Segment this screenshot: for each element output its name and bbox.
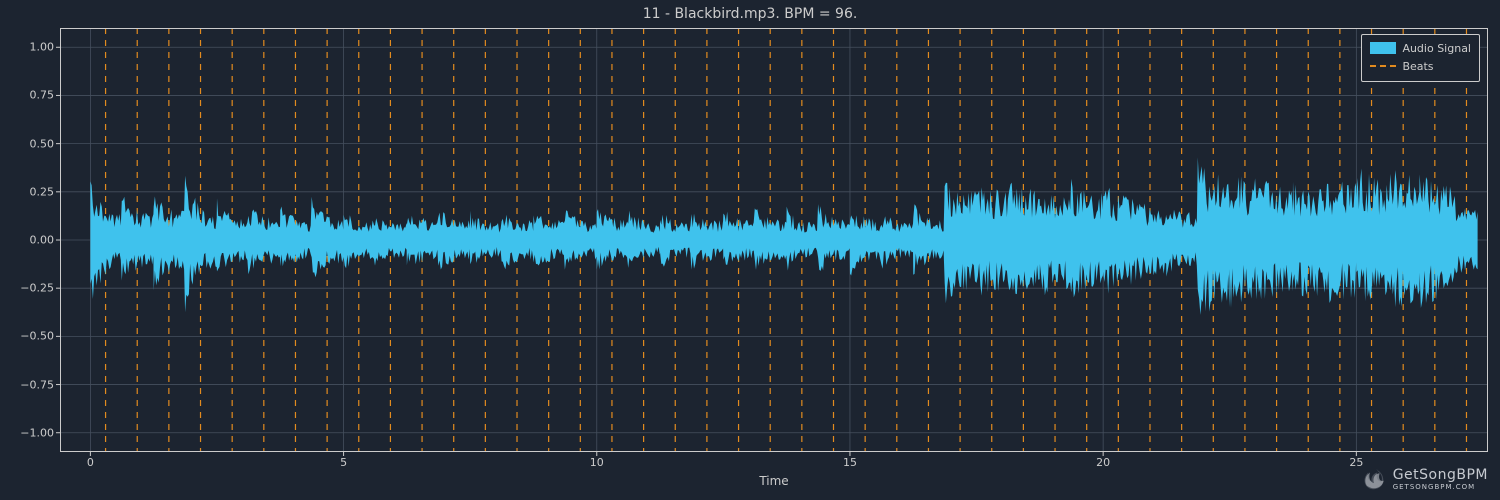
watermark-line2: GETSONGBPM.COM (1393, 484, 1488, 491)
watermark-logo-icon (1361, 466, 1387, 492)
x-tick-label: 5 (340, 452, 347, 469)
legend-patch-icon (1370, 42, 1396, 54)
x-tick-label: 0 (87, 452, 94, 469)
legend-item: Audio Signal (1370, 39, 1471, 57)
waveform-figure: 11 - Blackbird.mp3. BPM = 96. Time Audio… (0, 0, 1500, 500)
y-tick-label: 0.00 (30, 234, 61, 247)
y-tick-label: 0.75 (30, 89, 61, 102)
legend: Audio Signal Beats (1361, 34, 1480, 82)
plot-svg (60, 28, 1488, 452)
y-tick-label: 1.00 (30, 41, 61, 54)
plot-area: Time Audio SignalBeats −1.00−0.75−0.50−0… (60, 28, 1488, 452)
y-tick-label: 0.25 (30, 185, 61, 198)
x-tick-label: 20 (1096, 452, 1110, 469)
y-tick-label: −0.75 (20, 378, 60, 391)
x-tick-label: 10 (590, 452, 604, 469)
legend-item: Beats (1370, 57, 1471, 75)
legend-label: Beats (1402, 60, 1433, 73)
x-axis-label: Time (759, 452, 788, 488)
chart-title: 11 - Blackbird.mp3. BPM = 96. (0, 6, 1500, 22)
y-tick-label: −1.00 (20, 426, 60, 439)
y-tick-label: −0.50 (20, 330, 60, 343)
y-tick-label: 0.50 (30, 137, 61, 150)
x-tick-label: 15 (843, 452, 857, 469)
legend-label: Audio Signal (1402, 42, 1471, 55)
watermark-line1: GetSongBPM (1393, 468, 1488, 482)
y-tick-label: −0.25 (20, 282, 60, 295)
watermark-text: GetSongBPM GETSONGBPM.COM (1393, 468, 1488, 491)
watermark: GetSongBPM GETSONGBPM.COM (1361, 466, 1488, 492)
